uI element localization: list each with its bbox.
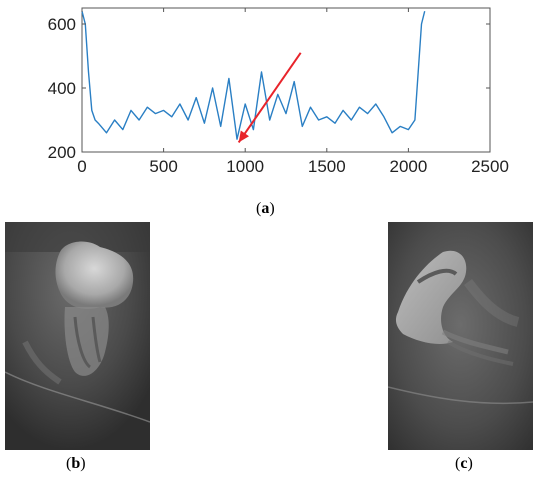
caption-b: (b)	[66, 455, 86, 472]
xray-illustration-c	[388, 222, 533, 450]
x-tick-label: 1000	[226, 157, 264, 176]
x-tick-label: 2000	[389, 157, 427, 176]
caption-c: (c)	[455, 455, 473, 472]
xray-illustration-b	[5, 222, 150, 450]
x-tick-label: 1500	[308, 157, 346, 176]
line-chart: 0 500 1000 1500 2000 2500 200 400 600	[48, 7, 509, 176]
y-tick-label: 600	[48, 15, 76, 34]
annotation-layer	[237, 52, 302, 143]
annotation-arrow-head	[238, 130, 249, 143]
tick-layer: 0 500 1000 1500 2000 2500 200 400 600	[48, 8, 509, 176]
series-line-0	[81, 11, 426, 140]
y-tick-label: 400	[48, 79, 76, 98]
x-tick-label: 0	[77, 157, 86, 176]
y-tick-label: 200	[48, 143, 76, 162]
plot-area	[81, 7, 491, 153]
series-layer	[81, 11, 426, 140]
x-tick-label: 500	[149, 157, 177, 176]
annotation-arrow-shaft	[237, 52, 302, 143]
x-tick-label: 2500	[471, 157, 509, 176]
plot-frame	[81, 7, 491, 153]
xray-image-b	[5, 222, 150, 450]
caption-a: (a)	[256, 200, 275, 217]
xray-image-c	[388, 222, 533, 450]
